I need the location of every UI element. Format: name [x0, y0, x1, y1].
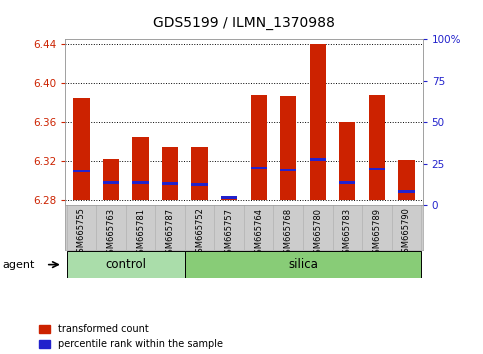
Bar	[73, 98, 89, 200]
Text: GDS5199 / ILMN_1370988: GDS5199 / ILMN_1370988	[153, 16, 335, 30]
Bar	[369, 168, 385, 171]
Bar	[221, 199, 237, 200]
Text: GSM665787: GSM665787	[166, 207, 174, 259]
Bar	[310, 44, 326, 200]
Bar	[251, 95, 267, 200]
Bar	[280, 169, 297, 171]
Bar	[369, 95, 385, 200]
Text: GSM665781: GSM665781	[136, 207, 145, 258]
Bar	[191, 183, 208, 186]
Text: GSM665768: GSM665768	[284, 207, 293, 259]
Bar	[398, 190, 414, 193]
Bar	[162, 147, 178, 200]
Bar	[185, 251, 421, 278]
Text: silica: silica	[288, 258, 318, 271]
Bar	[310, 158, 326, 161]
Bar	[339, 182, 355, 184]
Text: GSM665789: GSM665789	[372, 207, 382, 258]
Text: control: control	[105, 258, 146, 271]
Bar	[67, 251, 185, 278]
Legend: transformed count, percentile rank within the sample: transformed count, percentile rank withi…	[39, 324, 223, 349]
Text: GSM665763: GSM665763	[106, 207, 115, 259]
Text: GSM665757: GSM665757	[225, 207, 234, 258]
Bar	[132, 137, 149, 200]
Bar	[251, 167, 267, 170]
Bar	[103, 159, 119, 200]
Bar	[103, 182, 119, 184]
Bar	[191, 147, 208, 200]
Bar	[73, 170, 89, 172]
Bar	[132, 182, 149, 184]
Text: GSM665783: GSM665783	[343, 207, 352, 259]
Text: GSM665790: GSM665790	[402, 207, 411, 258]
Text: GSM665764: GSM665764	[254, 207, 263, 258]
Text: GSM665755: GSM665755	[77, 207, 86, 258]
Text: agent: agent	[2, 259, 35, 270]
Bar	[280, 96, 297, 200]
Bar	[398, 160, 414, 200]
Bar	[339, 122, 355, 200]
Bar	[221, 196, 237, 199]
Text: GSM665752: GSM665752	[195, 207, 204, 258]
Bar	[162, 182, 178, 185]
Text: GSM665780: GSM665780	[313, 207, 322, 258]
